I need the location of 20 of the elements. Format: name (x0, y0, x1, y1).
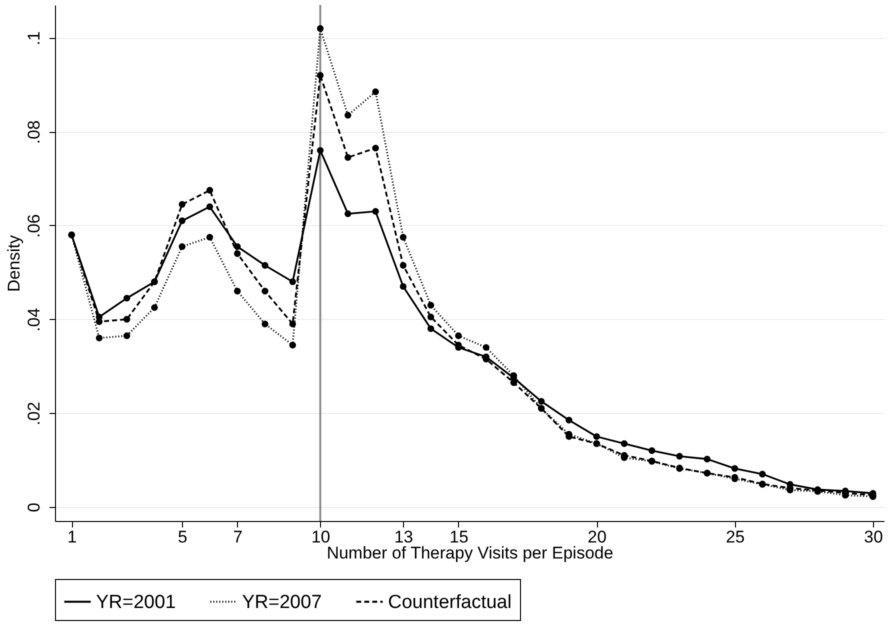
y-tick-label: .1 (24, 31, 44, 46)
legend-label: Counterfactual (388, 592, 512, 613)
y-tick-label: .04 (24, 308, 44, 332)
x-tick-label: 10 (311, 528, 330, 546)
x-tick-label: 13 (394, 528, 414, 546)
x-tick-label: 30 (864, 528, 883, 546)
x-tick-label: 25 (726, 528, 745, 546)
x-tick-label: 20 (588, 528, 607, 546)
y-tick-label: 0 (24, 502, 44, 512)
x-tick-label: 1 (67, 528, 77, 546)
y-axis-title: Density (4, 234, 24, 292)
y-tick-label: .06 (24, 214, 44, 238)
legend-label: YR=2001 (96, 592, 176, 613)
x-tick-label: 15 (449, 528, 468, 546)
x-tick-label: 5 (178, 528, 188, 546)
x-axis-title: Number of Therapy Visits per Episode (326, 544, 614, 562)
y-tick-label: .08 (24, 120, 44, 144)
x-tick-label: 7 (233, 528, 243, 546)
y-tick-label: .02 (24, 402, 44, 426)
legend-label: YR=2007 (242, 592, 322, 613)
